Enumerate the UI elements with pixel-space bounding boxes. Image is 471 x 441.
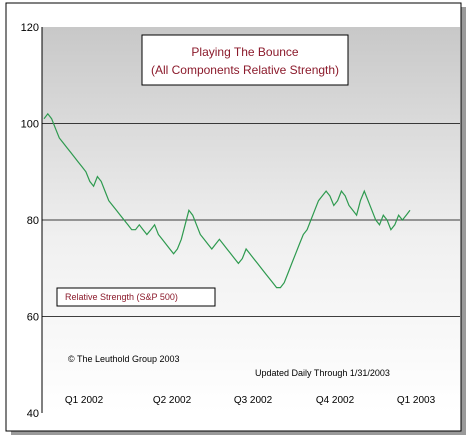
series-line-relative-strength bbox=[43, 112, 411, 289]
y-tick-label: 80 bbox=[27, 215, 39, 227]
quarter-label: Q1 2002 bbox=[65, 395, 104, 406]
updated-note: Updated Daily Through 1/31/2003 bbox=[255, 368, 390, 378]
y-tick-label: 120 bbox=[21, 22, 39, 34]
quarter-labels: Q1 2002 Q2 2002 Q3 2002 Q4 2002 Q1 2003 bbox=[65, 395, 436, 406]
quarter-label: Q3 2002 bbox=[234, 395, 273, 406]
y-tick-label: 60 bbox=[27, 312, 39, 324]
y-tick-label: 40 bbox=[27, 408, 39, 420]
gridlines bbox=[42, 123, 460, 317]
copyright-note: © The Leuthold Group 2003 bbox=[68, 354, 180, 364]
y-tick-label: 100 bbox=[21, 119, 39, 131]
legend-box bbox=[56, 287, 216, 307]
quarter-label: Q1 2003 bbox=[397, 395, 436, 406]
quarter-label: Q2 2002 bbox=[153, 395, 192, 406]
chart-subtitle: (All Components Relative Strength) bbox=[151, 63, 339, 77]
chart-title: Playing The Bounce bbox=[191, 45, 299, 59]
y-axis: 40 60 80 100 120 bbox=[21, 22, 39, 420]
title-box bbox=[141, 34, 349, 86]
legend-label: Relative Strength (S&P 500) bbox=[65, 292, 178, 302]
quarter-label: Q4 2002 bbox=[316, 395, 355, 406]
